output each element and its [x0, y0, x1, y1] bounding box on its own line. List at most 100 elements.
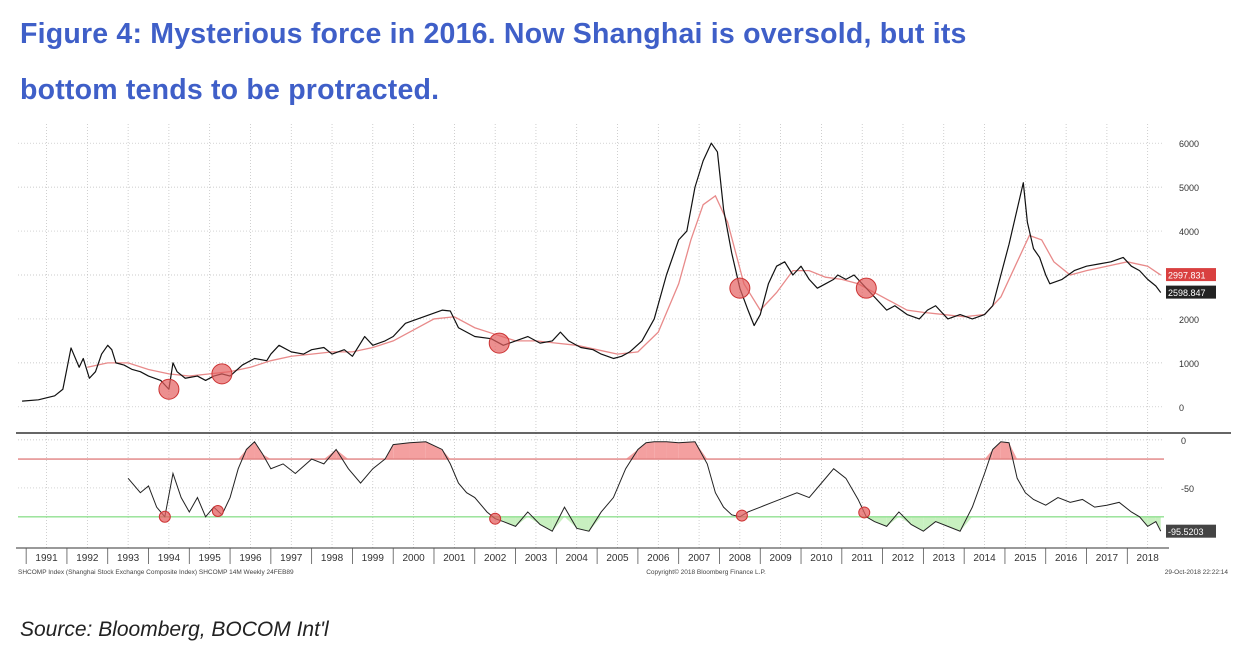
oversold-fill	[588, 516, 602, 532]
overbought-fill	[336, 449, 349, 460]
osc-y-tick-label: 0	[1181, 436, 1186, 446]
overbought-fill	[1000, 441, 1010, 460]
overbought-fill	[694, 441, 708, 460]
osc-oversold-marker	[489, 512, 502, 525]
overbought-fill	[425, 441, 443, 460]
x-tick-label: 1992	[76, 553, 99, 564]
x-tick-label: 2003	[525, 553, 548, 564]
x-tick-label: 2009	[770, 553, 793, 564]
overbought-fill	[409, 441, 426, 460]
moving-average-line	[87, 194, 1162, 377]
oversold-fill	[960, 516, 973, 532]
oversold-fill	[886, 516, 899, 527]
figure-title-line-1: Figure 4: Mysterious force in 2016. Now …	[20, 18, 967, 50]
osc-last-value-tag-bg	[1166, 524, 1216, 538]
oversold-fill	[1155, 516, 1161, 532]
price-last-value-tag: 2598.847	[1168, 288, 1206, 298]
chart-grid	[18, 124, 1164, 548]
price-y-tick-label: 6000	[1179, 139, 1199, 149]
figure-title: Figure 4: Mysterious force in 2016. Now …	[20, 6, 1235, 118]
x-tick-label: 2004	[566, 553, 589, 564]
oversold-fill	[911, 516, 924, 532]
overbought-fill	[637, 442, 647, 460]
x-tick-label: 1997	[280, 553, 303, 564]
ma-last-value-tag: 2997.831	[1168, 271, 1206, 281]
price-y-tick-label: 2000	[1179, 315, 1199, 325]
ma-last-value-tag-bg	[1166, 268, 1216, 282]
overbought-fill	[1009, 442, 1018, 460]
oversold-fill	[947, 516, 961, 532]
overbought-fill	[393, 442, 410, 460]
osc-oversold-marker	[735, 509, 748, 522]
source-note: Source: Bloomberg, BOCOM Int'l	[20, 618, 329, 641]
chart-lines	[18, 142, 1164, 532]
figure-title-line-2: bottom tends to be protracted.	[20, 74, 440, 106]
footer-right: 29-Oct-2018 22:22:14	[1165, 569, 1229, 576]
x-tick-label: 2010	[810, 553, 833, 564]
x-tick-label: 1998	[321, 553, 344, 564]
x-tick-label: 1993	[117, 553, 140, 564]
price-last-value-tag-bg	[1166, 285, 1216, 299]
overbought-fill	[666, 441, 679, 460]
x-tick-label: 2007	[688, 553, 711, 564]
overbought-fill	[246, 441, 255, 460]
x-tick-label: 2002	[484, 553, 507, 564]
price-oversold-marker	[729, 277, 751, 299]
x-tick-label: 1991	[35, 553, 58, 564]
overbought-fill	[625, 449, 638, 460]
price-y-tick-label: 1000	[1179, 359, 1199, 369]
overbought-fill	[254, 441, 263, 460]
oversold-fill	[576, 516, 589, 532]
x-tick-label: 2017	[1096, 553, 1119, 564]
osc-oversold-marker	[158, 510, 171, 523]
oversold-fill	[540, 516, 553, 532]
price-line	[22, 142, 1162, 402]
x-tick-label: 1995	[199, 553, 222, 564]
oversold-fill	[1147, 516, 1156, 527]
x-tick-label: 2013	[933, 553, 956, 564]
overbought-fill	[646, 441, 655, 460]
overbought-fill	[992, 441, 1001, 460]
price-oversold-marker	[158, 378, 180, 400]
x-tick-label: 1996	[239, 553, 262, 564]
chart-labels: 01000200030004000500060000-502997.831259…	[18, 139, 1228, 576]
x-tick-label: 2006	[647, 553, 670, 564]
overbought-fill	[654, 441, 667, 460]
oversold-fill	[898, 516, 912, 525]
x-tick-label: 2012	[892, 553, 915, 564]
price-y-tick-label: 4000	[1179, 227, 1199, 237]
osc-oversold-marker	[211, 505, 224, 517]
oversold-markers	[158, 277, 877, 525]
price-y-tick-label: 0	[1179, 403, 1184, 413]
chart-axes	[16, 432, 1231, 564]
oversold-fill	[935, 516, 948, 527]
overbought-fill	[442, 449, 451, 460]
x-tick-label: 2016	[1055, 553, 1078, 564]
x-tick-label: 1994	[158, 553, 181, 564]
oversold-fill	[552, 516, 565, 532]
oversold-fill	[923, 516, 936, 532]
oversold-fill	[874, 516, 887, 527]
x-tick-label: 2001	[443, 553, 466, 564]
price-oversold-marker	[211, 363, 233, 385]
chart-area: 01000200030004000500060000-502997.831259…	[16, 120, 1231, 590]
x-tick-label: 2015	[1014, 553, 1037, 564]
price-oversold-marker	[488, 332, 510, 354]
oversold-fill	[527, 516, 541, 525]
overbought-fill	[238, 449, 247, 460]
footer-left: SHCOMP Index (Shanghai Stock Exchange Co…	[18, 569, 294, 576]
osc-last-value-tag: -95.5203	[1168, 527, 1204, 537]
price-oversold-marker	[855, 277, 877, 299]
overbought-fill	[323, 449, 337, 460]
x-tick-label: 2011	[851, 553, 873, 564]
price-y-tick-label: 5000	[1179, 183, 1199, 193]
x-tick-label: 1999	[362, 553, 385, 564]
oversold-fill	[503, 516, 516, 527]
oscillator-line	[127, 440, 1162, 532]
overbought-fill	[678, 441, 695, 460]
oscillator-fills	[238, 441, 1161, 532]
x-tick-label: 2000	[402, 553, 425, 564]
x-tick-label: 2008	[729, 553, 752, 564]
x-tick-label: 2018	[1137, 553, 1160, 564]
chart-svg: 01000200030004000500060000-502997.831259…	[16, 124, 1231, 576]
